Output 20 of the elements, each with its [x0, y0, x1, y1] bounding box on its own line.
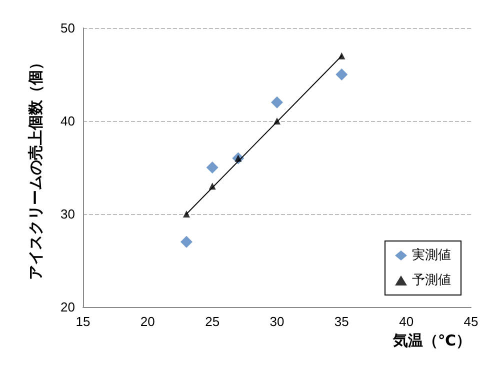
point [180, 236, 192, 248]
x-tick-label: 35 [334, 314, 349, 329]
x-tick-label: 45 [464, 314, 478, 329]
point [271, 96, 283, 108]
legend-label: 予測値 [412, 273, 451, 288]
point [182, 210, 190, 218]
x-tick-label: 40 [399, 314, 414, 329]
y-axis-title: アイスクリームの売上個数（個） [26, 55, 44, 280]
x-tick-label: 30 [270, 314, 284, 329]
x-axis-title: 気温（℃） [392, 332, 471, 350]
y-tick-label: 40 [60, 114, 75, 128]
point [206, 162, 218, 174]
x-tick-label: 15 [76, 314, 90, 329]
point [336, 68, 348, 80]
y-tick-label: 20 [60, 300, 75, 314]
legend-label: 実測値 [412, 247, 451, 263]
x-tick-label: 20 [140, 314, 155, 329]
x-tick-label: 25 [205, 314, 220, 329]
y-tick-label: 50 [60, 20, 75, 36]
y-tick-label: 30 [60, 206, 75, 222]
